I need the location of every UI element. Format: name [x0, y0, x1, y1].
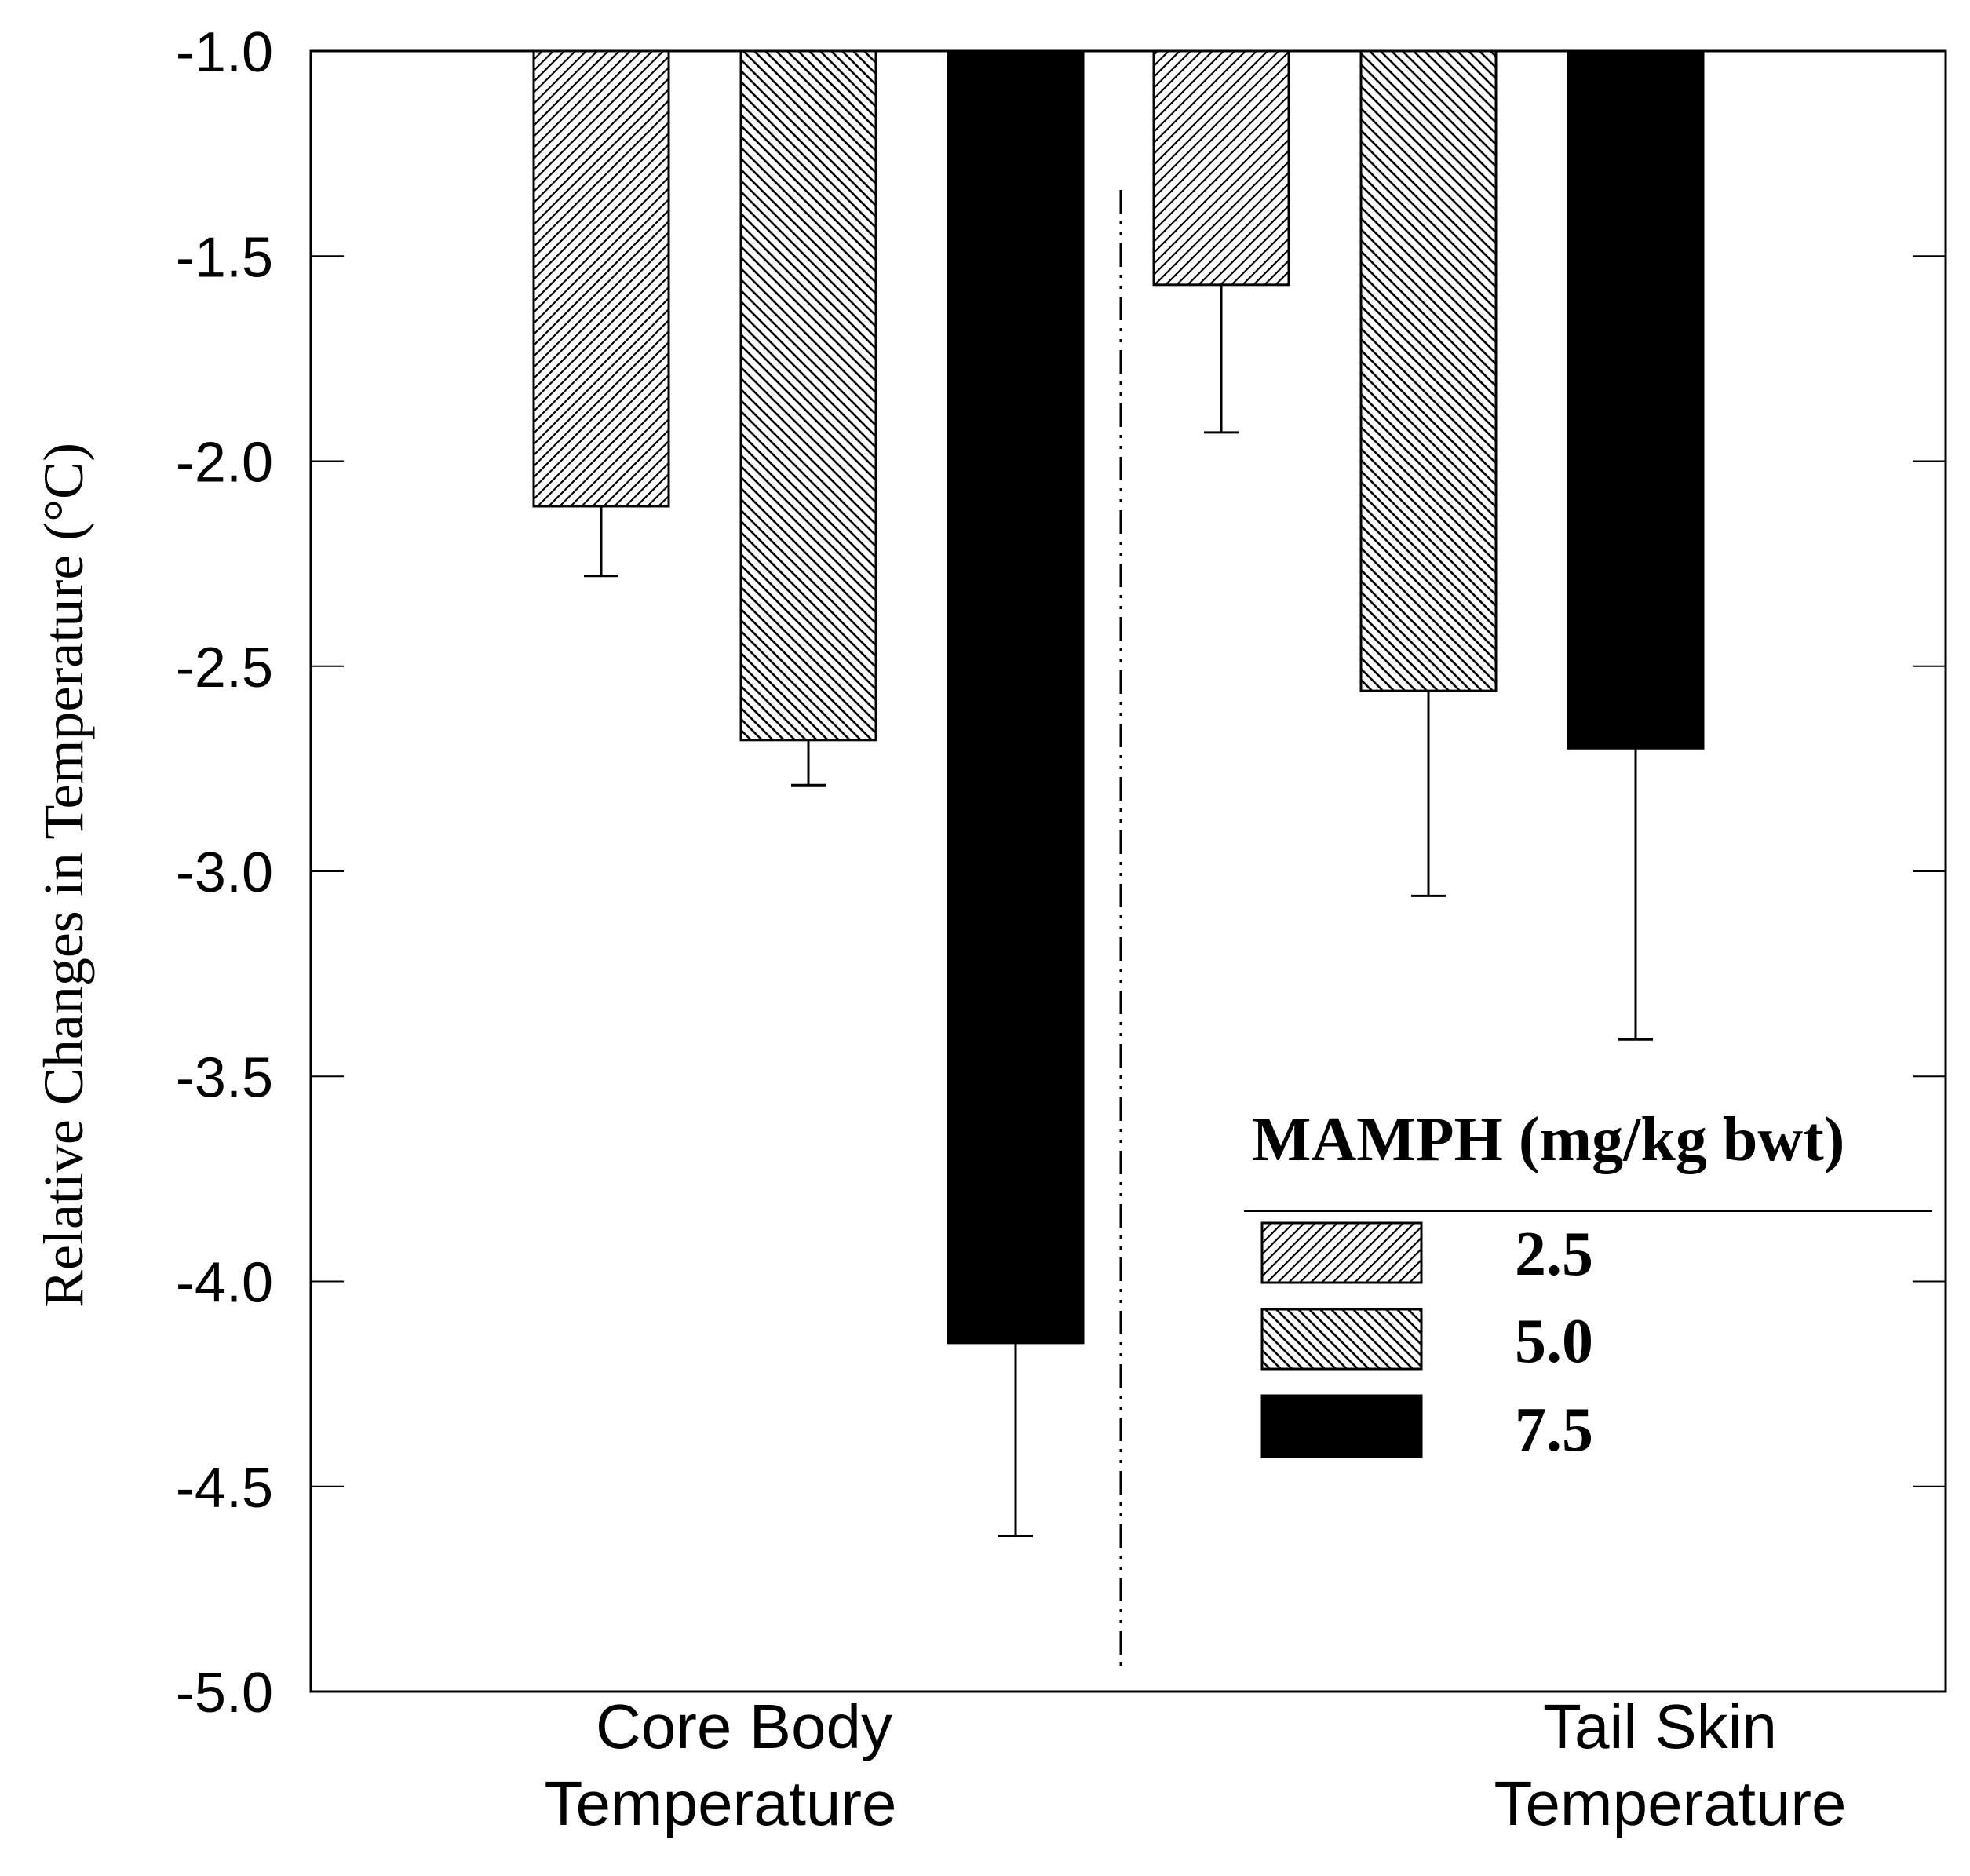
y-axis-title: Relative Changes in Temperature (°C) — [32, 443, 95, 1308]
y-tick-label-7: -4.5 — [176, 1457, 273, 1520]
y-tick-label-0: -1.0 — [176, 21, 273, 84]
legend-label-7-5: 7.5 — [1515, 1396, 1593, 1465]
y-tick-label-4: -3.0 — [176, 841, 273, 904]
y-tick-label-6: -4.0 — [176, 1252, 273, 1315]
legend-label-2-5: 2.5 — [1515, 1220, 1593, 1289]
bar-2-5-cat1 — [1152, 49, 1290, 287]
y-tick-label-2: -2.0 — [176, 432, 273, 495]
bar-7-5-cat1 — [1567, 49, 1705, 750]
y-tick-label-8: -5.0 — [176, 1662, 273, 1725]
category-label-tail-line2: Temperature — [1494, 1768, 1846, 1838]
y-axis-ticks: -1.0 -1.5 -2.0 -2.5 -3.0 -3.5 -4.0 -4.5 -5.0 — [176, 21, 1946, 1725]
legend-swatch-7-5 — [1260, 1394, 1423, 1458]
category-label-core-line1: Core Body — [596, 1692, 892, 1761]
legend-label-5-0: 5.0 — [1515, 1307, 1593, 1376]
bar-7-5-cat0 — [947, 49, 1085, 1345]
category-label-core-line2: Temperature — [544, 1768, 896, 1838]
plot-frame — [309, 49, 1947, 1693]
bar-5-0-cat0 — [739, 49, 877, 742]
y-tick-label-5: -3.5 — [176, 1046, 273, 1109]
legend-swatch-5-0 — [1260, 1308, 1423, 1371]
y-tick-label-1: -1.5 — [176, 226, 273, 289]
bars — [532, 49, 1705, 1537]
bar-2-5-cat0 — [532, 49, 670, 508]
category-label-tail-line1: Tail Skin — [1543, 1692, 1777, 1761]
legend-swatch-2-5 — [1260, 1221, 1423, 1284]
y-tick-label-3: -2.5 — [176, 637, 273, 699]
legend-title: MAMPH (mg/kg bwt) — [1252, 1105, 1844, 1174]
y-axis-title-group: Relative Changes in Temperature (°C) — [32, 443, 95, 1308]
category-labels: Core Body Temperature Tail Skin Temperat… — [544, 1692, 1846, 1838]
bar-5-0-cat1 — [1359, 49, 1498, 692]
legend: MAMPH (mg/kg bwt) 2.5 5.0 7.5 — [1244, 1105, 1932, 1465]
